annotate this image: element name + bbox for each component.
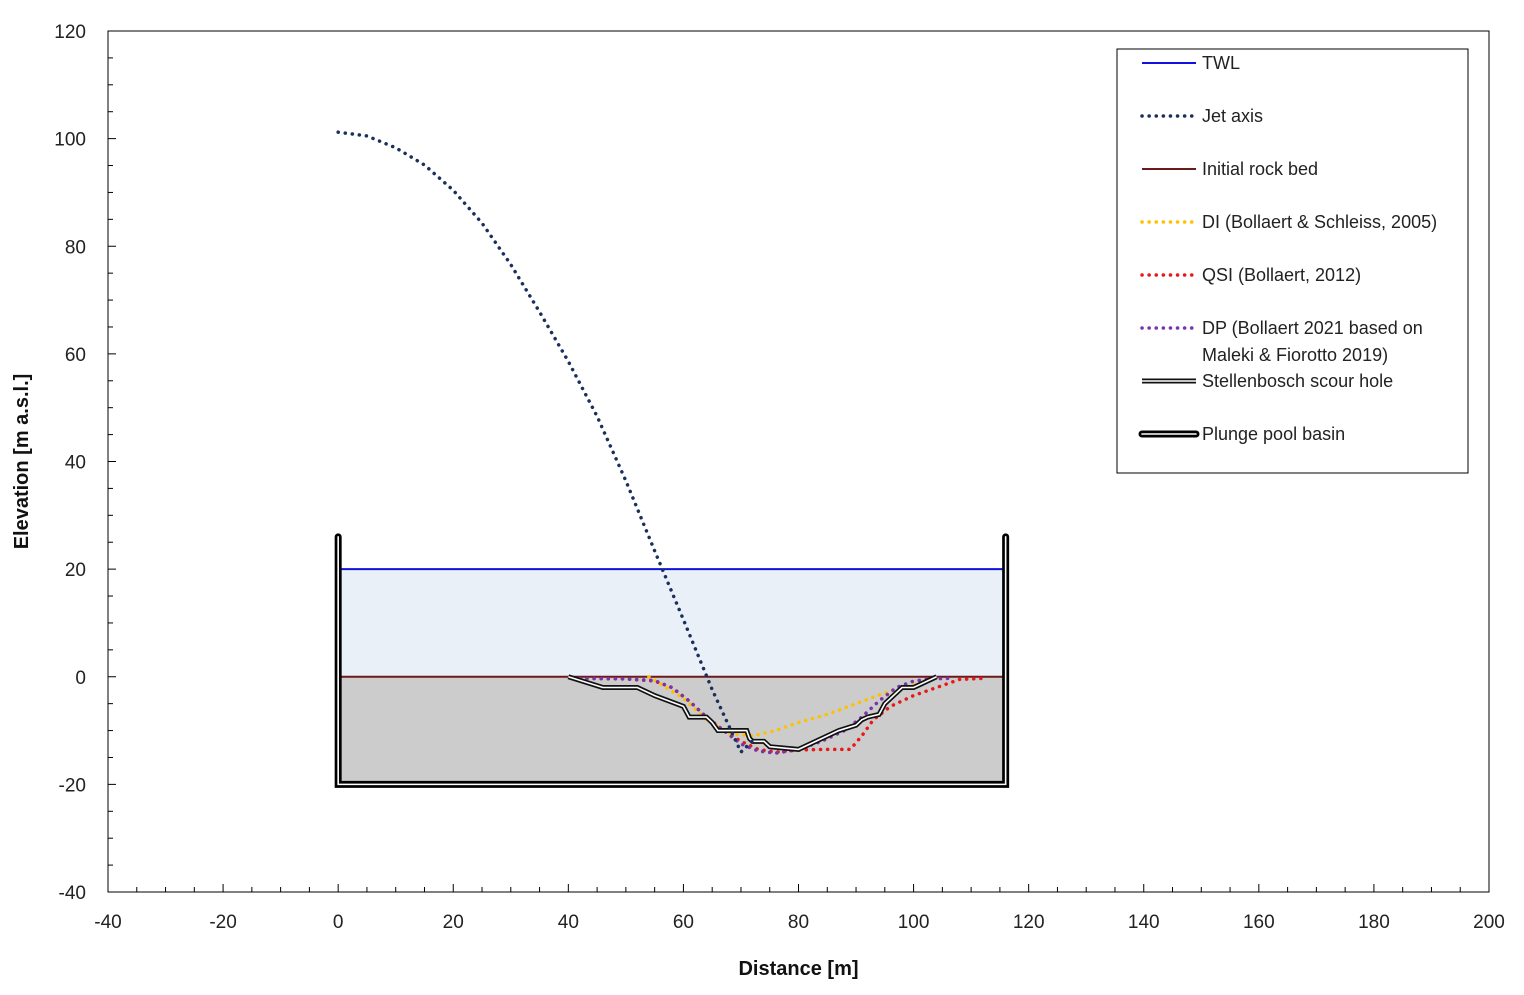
legend: TWL Jet axis Initial rock bed DI (Bollaert …	[1116, 48, 1469, 474]
legend-label: Maleki & Fiorotto 2019)	[1202, 345, 1388, 365]
x-tick-label: 140	[1128, 912, 1160, 933]
legend-item-di-bollaert-schleiss-2005: DI (Bollaert & Schleiss, 2005)	[1140, 212, 1437, 232]
y-tick-label: 100	[54, 130, 86, 151]
y-tick-label: 40	[65, 453, 86, 474]
y-tick-label: -20	[59, 775, 86, 796]
series-lines	[334, 130, 1010, 788]
x-axis-title: Distance [m]	[738, 958, 858, 980]
legend-item-qsi-bollaert-2012: QSI (Bollaert, 2012)	[1140, 265, 1361, 285]
x-tick-label: 180	[1358, 912, 1390, 933]
legend-label: DI (Bollaert & Schleiss, 2005)	[1202, 212, 1437, 232]
y-axis-title: Elevation [m a.s.l.]	[11, 374, 33, 550]
legend-label: TWL	[1202, 53, 1240, 73]
series-dp-bollaert-2021-based-on-maleki-fiorotto-2019	[578, 676, 950, 755]
legend-label: Jet axis	[1202, 106, 1263, 126]
legend-item-jet-axis: Jet axis	[1140, 106, 1263, 126]
series-di-bollaert-schleiss-2005	[647, 675, 939, 738]
x-tick-label: 200	[1473, 912, 1505, 933]
x-tick-label: 120	[1013, 912, 1045, 933]
legend-item-initial-rock-bed: Initial rock bed	[1142, 159, 1318, 179]
x-tick-label: -40	[94, 912, 121, 933]
x-tick-label: 20	[443, 912, 464, 933]
legend-label: Stellenbosch scour hole	[1202, 371, 1393, 391]
axis-ticks: -40 -20 0 20 40 60 80 100 120 140 160 180 200 -40 -20 0…	[54, 22, 1505, 933]
series-plunge-pool-basin	[334, 533, 1010, 788]
water-fill	[338, 569, 1006, 677]
series-jet-axis	[336, 130, 758, 754]
legend-item-dp-bollaert-2021-based-on-maleki-fiorotto-2019: DP (Bollaert 2021 based on Maleki & Fioro…	[1140, 318, 1423, 365]
legend-label: Initial rock bed	[1202, 159, 1318, 179]
x-tick-label: 0	[333, 912, 344, 933]
legend-item-stellenbosch-scour-hole: Stellenbosch scour hole	[1142, 371, 1393, 391]
series-stellenbosch-scour-hole	[567, 674, 938, 752]
x-tick-label: 160	[1243, 912, 1275, 933]
legend-label: DP (Bollaert 2021 based on	[1202, 318, 1423, 338]
y-tick-label: -40	[59, 883, 86, 904]
y-tick-label: 120	[54, 22, 86, 43]
y-tick-label: 80	[65, 237, 86, 258]
legend-label: QSI (Bollaert, 2012)	[1202, 265, 1361, 285]
y-tick-label: 0	[75, 668, 86, 689]
x-tick-label: 60	[673, 912, 694, 933]
legend-item-twl: TWL	[1142, 53, 1240, 73]
x-tick-label: 80	[788, 912, 809, 933]
y-tick-label: 20	[65, 560, 86, 581]
y-tick-label: 60	[65, 345, 86, 366]
x-tick-label: 40	[558, 912, 579, 933]
legend-item-plunge-pool-basin: Plunge pool basin	[1138, 424, 1345, 444]
x-tick-label: -20	[209, 912, 236, 933]
x-tick-label: 100	[898, 912, 930, 933]
legend-label: Plunge pool basin	[1202, 424, 1345, 444]
legend-box	[1116, 48, 1469, 474]
